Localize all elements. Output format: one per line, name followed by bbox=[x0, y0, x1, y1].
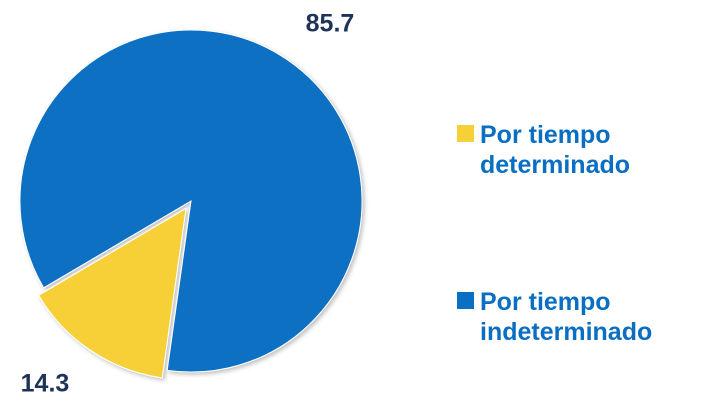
pie-slice bbox=[38, 207, 187, 379]
legend-swatch bbox=[457, 292, 474, 309]
pie-slice bbox=[19, 29, 363, 373]
legend-item: Por tiempo indeterminado bbox=[457, 287, 707, 347]
value-label: 14.3 bbox=[21, 370, 70, 398]
legend-label: Por tiempo indeterminado bbox=[480, 288, 653, 346]
legend-swatch bbox=[457, 125, 474, 142]
legend-item: Por tiempo determinado bbox=[457, 120, 707, 180]
value-label: 85.7 bbox=[306, 10, 355, 38]
legend-label: Por tiempo determinado bbox=[480, 121, 631, 179]
